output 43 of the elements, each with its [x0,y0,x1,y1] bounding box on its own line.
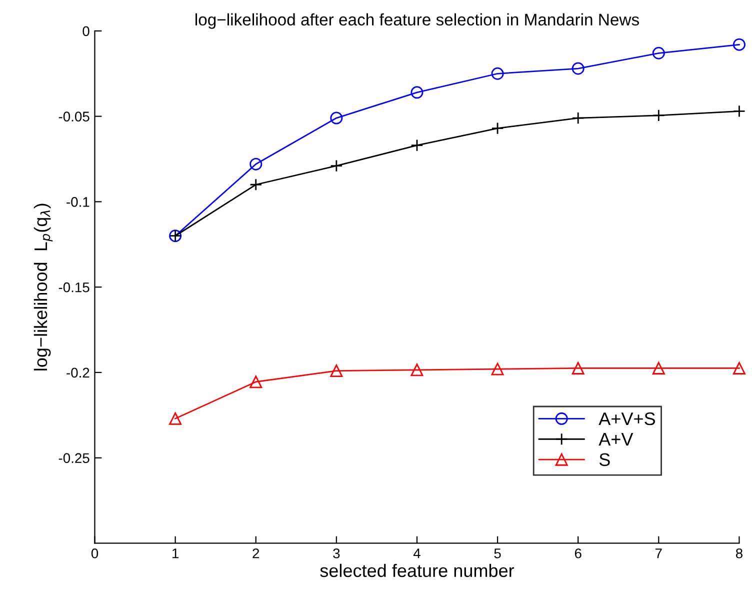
y-tick-label: -0.25 [58,453,90,464]
x-tick-label: 2 [252,548,260,558]
legend-label: A+V [598,433,634,446]
point [732,362,746,374]
point [250,158,262,170]
point [330,160,343,172]
point [410,86,424,99]
point [410,139,424,152]
point [572,112,584,124]
x-tick-label: 0 [91,548,98,558]
y-axis-title: log−likelihood L$_{p}$(q$_{λ}$) [34,204,53,370]
y-tick-label: -0.2 [66,368,90,378]
point [732,38,746,51]
x-tick-label: 1 [172,548,178,558]
point [652,46,665,60]
point [169,412,182,425]
legend-label: S [599,453,610,466]
point [250,178,262,191]
y-tick-label: -0.1 [66,197,90,207]
point [732,104,746,118]
point [250,376,262,388]
x-axis-title: selected feature number [320,564,514,578]
x-tick-label: 4 [413,548,420,558]
x-tick-label: 5 [494,548,501,558]
y-tick-label: -0.05 [58,112,90,122]
point [330,364,343,378]
y-tick-label: -0.15 [58,282,90,292]
x-tick-label: 8 [736,548,742,558]
x-tick-label: 6 [574,548,582,558]
point [491,362,504,376]
point [572,362,584,374]
point [652,109,665,122]
point [491,67,504,80]
x-tick-label: 3 [333,548,340,558]
point [330,112,343,124]
x-tick-label: 7 [656,548,662,558]
chart-title: log−likelihood after each feature selection in Mandarin News [196,13,639,29]
point [410,364,424,376]
legend-label: A+V+S [598,412,656,426]
y-tick-label: 0 [82,26,90,36]
point [491,122,504,135]
point [652,362,665,374]
point [572,62,584,75]
